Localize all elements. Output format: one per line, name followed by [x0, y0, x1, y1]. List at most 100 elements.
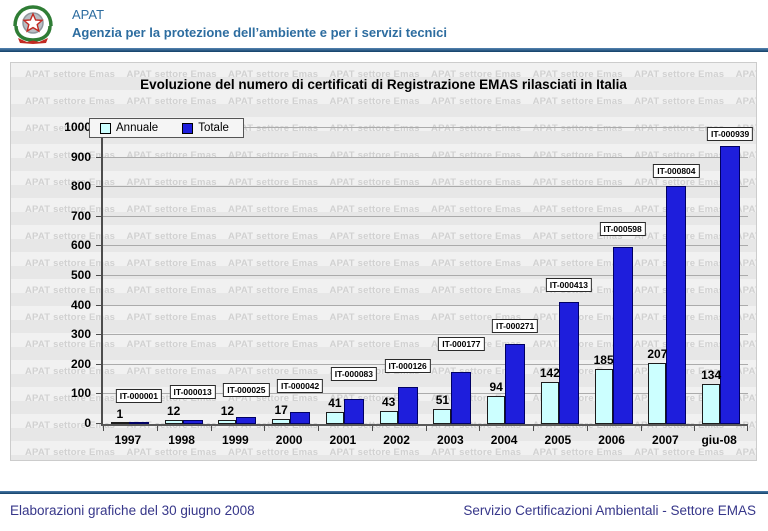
- x-axis-tick: [747, 426, 748, 431]
- gridline: [103, 275, 748, 276]
- x-axis-label: 2003: [437, 433, 464, 447]
- watermark-text: APAT settore Emas APAT settore Emas APAT…: [25, 258, 756, 269]
- x-axis-label: 2005: [544, 433, 572, 447]
- gridline: [103, 393, 748, 395]
- x-axis-label: giu-08: [701, 433, 737, 447]
- y-axis-label: 900: [70, 149, 91, 164]
- y-axis-tick: [96, 334, 102, 336]
- x-axis-tick: [156, 426, 158, 431]
- bar-totale-2003: [451, 371, 472, 424]
- gridline: [103, 304, 748, 306]
- bar-annuale-giu-08: [702, 384, 721, 424]
- annuale-value-label: 142: [539, 365, 560, 380]
- annuale-value-label: 41: [328, 395, 342, 410]
- gridline: [103, 245, 748, 247]
- x-axis-tick: [586, 426, 588, 431]
- annuale-value-label: 51: [435, 392, 450, 407]
- totale-code-label: IT-000001: [115, 388, 163, 403]
- chart-title: Evoluzione del numero di certificati di …: [140, 77, 627, 92]
- y-axis-tick: [96, 245, 102, 247]
- totale-code-label: IT-000271: [491, 318, 539, 333]
- plot-area: 1 IT-000001 12 IT-000013 12 IT-000025 17 IT-000…: [96, 127, 754, 431]
- y-axis-label: 600: [70, 238, 91, 253]
- bar-totale-1997: [128, 422, 149, 424]
- totale-code-label: IT-000598: [599, 221, 646, 236]
- watermark-text: APAT settore Emas APAT settore Emas APAT…: [25, 204, 756, 215]
- bar-totale-2000: [290, 411, 311, 424]
- legend-item-totale: Totale: [182, 122, 229, 134]
- bar-annuale-2000: [272, 418, 291, 424]
- annuale-value-label: 207: [647, 346, 668, 361]
- bar-totale-2002: [397, 386, 418, 424]
- gridline: [103, 215, 748, 217]
- totale-code-label: IT-000025: [223, 382, 270, 397]
- annuale-value-label: 185: [593, 353, 614, 368]
- totale-code-label: IT-000083: [330, 367, 378, 382]
- watermark-text: APAT settore Emas APAT settore Emas APAT…: [25, 96, 756, 107]
- gridline: [103, 156, 748, 158]
- bar-annuale-2007: [648, 362, 667, 424]
- x-axis-label: 2001: [329, 433, 357, 447]
- x-axis-tick: [533, 426, 534, 431]
- gridline: [103, 186, 748, 188]
- annuale-value-label: 12: [166, 404, 181, 419]
- totale-code-label: IT-000126: [384, 358, 431, 373]
- bar-totale-2005: [558, 301, 579, 424]
- x-axis-label: 2000: [275, 433, 303, 447]
- annuale-value-label: 43: [381, 395, 396, 410]
- x-axis-tick: [264, 426, 266, 431]
- bar-totale-giu-08: [720, 146, 741, 424]
- bar-annuale-2006: [594, 369, 613, 424]
- annuale-value-label: 94: [489, 380, 503, 395]
- y-axis-label: 400: [70, 297, 91, 312]
- watermark-text: APAT settore Emas APAT settore Emas APAT…: [25, 177, 756, 188]
- totale-code-label: IT-000013: [169, 385, 216, 400]
- x-axis-tick: [479, 426, 481, 431]
- bar-annuale-2004: [487, 396, 506, 424]
- annuale-value-label: 1: [116, 406, 124, 421]
- header-text: APAT Agenzia per la protezione dell’ambi…: [72, 4, 447, 41]
- x-axis-tick: [640, 426, 642, 431]
- bar-totale-2001: [343, 399, 364, 424]
- header-divider: [0, 48, 768, 52]
- gridline: [103, 127, 748, 128]
- bar-totale-1999: [236, 416, 257, 424]
- y-axis-tick: [96, 304, 102, 306]
- y-axis-label: 500: [70, 268, 91, 282]
- bar-annuale-2002: [379, 411, 398, 424]
- y-axis-tick: [96, 363, 102, 365]
- x-axis-label: 1999: [222, 433, 249, 447]
- x-axis-label: 1997: [114, 433, 142, 447]
- y-axis-tick: [96, 215, 102, 217]
- y-axis-tick: [96, 156, 102, 158]
- legend-item-annuale: Annuale: [100, 122, 158, 134]
- x-axis-tick: [210, 426, 212, 431]
- bar-annuale-1999: [218, 420, 237, 424]
- x-axis-label: 2007: [652, 433, 679, 447]
- legend-label-totale: Totale: [198, 122, 229, 134]
- y-axis-tick: [96, 423, 102, 424]
- app-subtitle: Agenzia per la protezione dell’ambiente …: [72, 24, 447, 40]
- annuale-value-label: 12: [220, 404, 235, 419]
- bar-annuale-2001: [325, 411, 344, 424]
- y-axis-label: 700: [70, 208, 91, 223]
- totale-code-label: IT-000177: [438, 336, 485, 351]
- annuale-swatch: [100, 122, 111, 134]
- bar-annuale-2005: [540, 381, 559, 424]
- watermark-text: APAT settore Emas APAT settore Emas APAT…: [25, 312, 756, 323]
- footer-divider: [0, 491, 768, 494]
- y-axis-label: 800: [70, 179, 91, 194]
- bar-totale-1998: [182, 420, 203, 424]
- annuale-value-label: 17: [274, 402, 288, 417]
- footer-left-text: Elaborazioni grafiche del 30 giugno 2008: [10, 503, 255, 518]
- watermark-text: APAT settore Emas APAT settore Emas APAT…: [25, 393, 756, 404]
- chart-panel: APAT settore Emas APAT settore Emas APAT…: [10, 62, 757, 461]
- bar-totale-2006: [612, 247, 633, 424]
- y-axis-label: 100: [70, 386, 91, 401]
- y-axis-label: 0: [84, 416, 91, 430]
- totale-code-label: IT-000042: [276, 378, 324, 393]
- watermark-text: APAT settore Emas APAT settore Emas APAT…: [25, 339, 756, 350]
- x-axis-tick: [103, 426, 104, 431]
- totale-code-label: IT-000804: [653, 164, 700, 179]
